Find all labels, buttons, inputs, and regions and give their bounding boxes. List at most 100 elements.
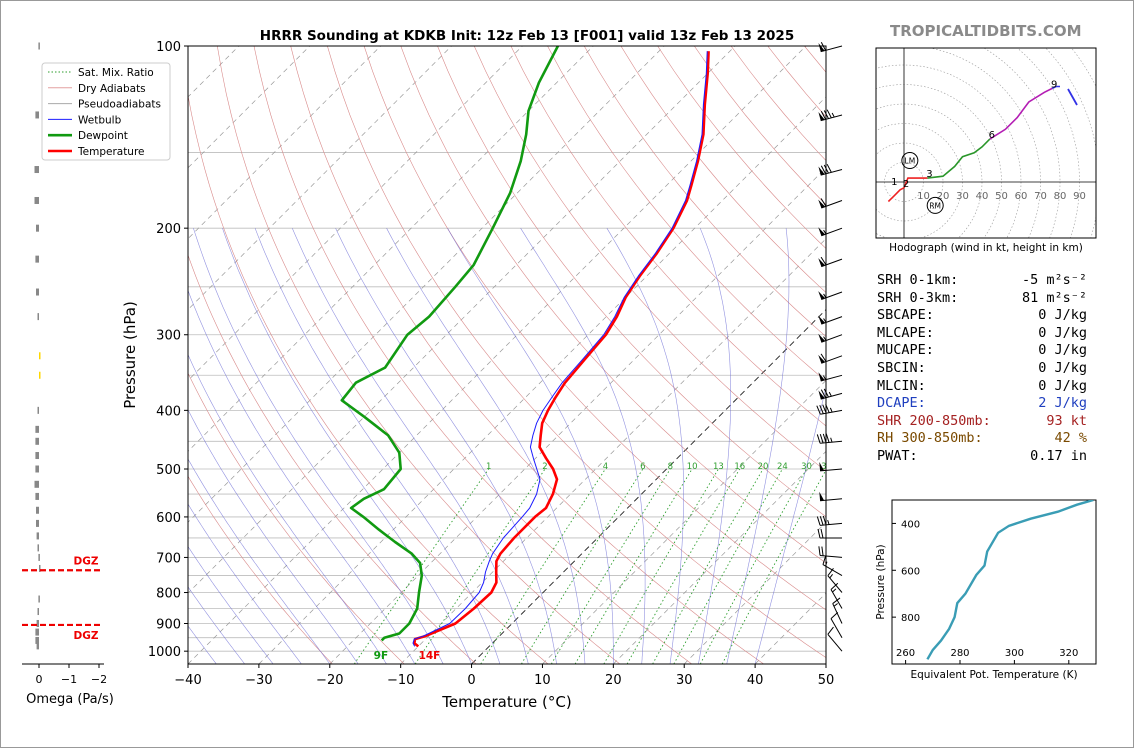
mixing-ratio-label: 30 <box>801 462 812 472</box>
skewt-axes-frame <box>187 45 827 665</box>
wind-barb-flag <box>818 227 826 236</box>
mixing-ratio-line <box>550 468 671 664</box>
omega-bar <box>35 255 39 263</box>
moist-adiabat-line <box>754 386 826 664</box>
wind-barb-flag <box>818 372 825 381</box>
wind-barb-flag <box>818 43 825 52</box>
dewpoint-profile-line <box>340 46 560 642</box>
wind-barb-half <box>828 391 832 397</box>
omega-bar <box>35 452 39 460</box>
wind-barb-staff <box>821 334 843 343</box>
wind-barb-full <box>819 404 824 414</box>
moist-adiabat-line <box>188 289 416 664</box>
y-tick-label: 500 <box>156 463 181 478</box>
y-tick-label: 200 <box>156 222 181 237</box>
mixing-ratio-line <box>699 468 807 664</box>
mixing-ratio-label: 6 <box>640 462 645 472</box>
wind-barb-half <box>823 293 827 299</box>
dry-adiabat-line <box>473 46 826 472</box>
wind-barb-full <box>823 164 829 174</box>
wind-barb-staff <box>820 392 843 400</box>
isotherm-line <box>188 46 665 523</box>
wind-barb-staff <box>821 200 843 209</box>
wind-barb-full <box>826 109 832 119</box>
legend-label: Pseudoadiabats <box>78 99 161 111</box>
mixing-ratio-label: 8 <box>668 462 673 472</box>
wind-barb-full <box>823 110 829 119</box>
storm-motion-label: LM <box>905 157 916 166</box>
mixing-ratio-label: 20 <box>758 462 769 472</box>
omega-bar <box>36 532 39 540</box>
param-value: 93 kt <box>1046 412 1087 429</box>
mixing-ratio-line <box>603 468 719 664</box>
wind-barb <box>818 198 843 209</box>
isotherm-line <box>683 521 826 664</box>
param-row: MLCAPE: 0 J/kg <box>877 325 1087 343</box>
moist-adiabat-line <box>188 586 245 664</box>
wind-barb <box>818 41 843 53</box>
wind-barb-half <box>823 318 827 323</box>
thetae-y-tick-label: 800 <box>901 613 920 624</box>
dry-adiabat-line <box>188 254 477 664</box>
param-value: 0 J/kg <box>1038 359 1087 376</box>
dry-adiabat-line <box>188 93 549 664</box>
moist-adiabat-line <box>698 228 731 664</box>
y-tick-label: 300 <box>156 329 181 344</box>
wind-barb-flag <box>818 258 826 267</box>
mixing-ratio-line <box>721 468 826 664</box>
wind-barb-half <box>827 519 830 525</box>
moist-adiabat-line <box>188 545 274 664</box>
wind-barb-staff <box>820 522 843 526</box>
wind-barb-full <box>827 626 834 635</box>
moist-adiabat-line <box>188 354 387 664</box>
x-tick-label: 30 <box>676 673 693 688</box>
param-row: SHR 200-850mb: 93 kt <box>877 413 1087 431</box>
moist-adiabat-line <box>188 409 359 664</box>
wind-barb-full <box>820 528 824 539</box>
param-key: DCAPE: <box>877 395 926 412</box>
wind-barb <box>818 315 843 325</box>
omega-tick-label: −2 <box>91 673 107 686</box>
hodo-trace <box>1051 85 1060 90</box>
x-tick-label: −40 <box>174 673 201 688</box>
param-key: MUCAPE: <box>877 342 934 359</box>
wind-barb-staff <box>821 227 843 237</box>
brand-watermark: TROPICALTIDBITS.COM <box>890 22 1082 40</box>
omega-bar <box>39 352 41 360</box>
wind-barb-staff <box>820 468 843 472</box>
param-value: 0.17 in <box>1030 447 1087 464</box>
wind-barb-full <box>816 405 821 415</box>
wind-barb-flag <box>819 461 825 471</box>
wind-barb-flag <box>818 166 825 176</box>
wind-barb <box>816 515 843 526</box>
wind-barb <box>818 227 843 237</box>
omega-bar <box>39 371 41 379</box>
hodo-frame <box>875 47 1097 239</box>
thetae-y-tick-label: 400 <box>901 519 920 530</box>
moist-adiabat-line <box>606 228 684 664</box>
param-row: MLCIN: 0 J/kg <box>877 378 1087 396</box>
wind-barb-staff <box>832 603 843 624</box>
moist-adiabat-line <box>335 228 557 664</box>
wind-barb-flag <box>818 199 826 209</box>
param-row: SBCIN: 0 J/kg <box>877 360 1087 378</box>
wind-barb <box>827 626 843 652</box>
dry-adiabat-line <box>400 46 826 564</box>
dry-adiabat-line <box>583 46 826 338</box>
thetae-plot-area <box>926 500 1094 660</box>
hodo-ring-label: 50 <box>995 191 1008 202</box>
wind-barb-half <box>830 437 833 443</box>
thetae-x-tick-label: 280 <box>950 648 969 659</box>
temperature-profile-line <box>413 51 710 648</box>
wind-barb <box>818 353 843 364</box>
param-row: SRH 0-3km: 81 m²s⁻² <box>877 290 1087 308</box>
mixing-ratio-label: 1 <box>486 462 491 472</box>
mixing-ratio-line <box>521 468 644 664</box>
omega-axis-label: Omega (Pa/s) <box>26 692 114 707</box>
x-tick-label: 20 <box>605 673 622 688</box>
hodo-trace <box>903 177 928 189</box>
wind-barb-full <box>820 165 827 175</box>
wind-barb-flag <box>818 390 825 400</box>
moist-adiabat-line <box>193 228 444 664</box>
omega-tick-label: 0 <box>36 673 43 686</box>
